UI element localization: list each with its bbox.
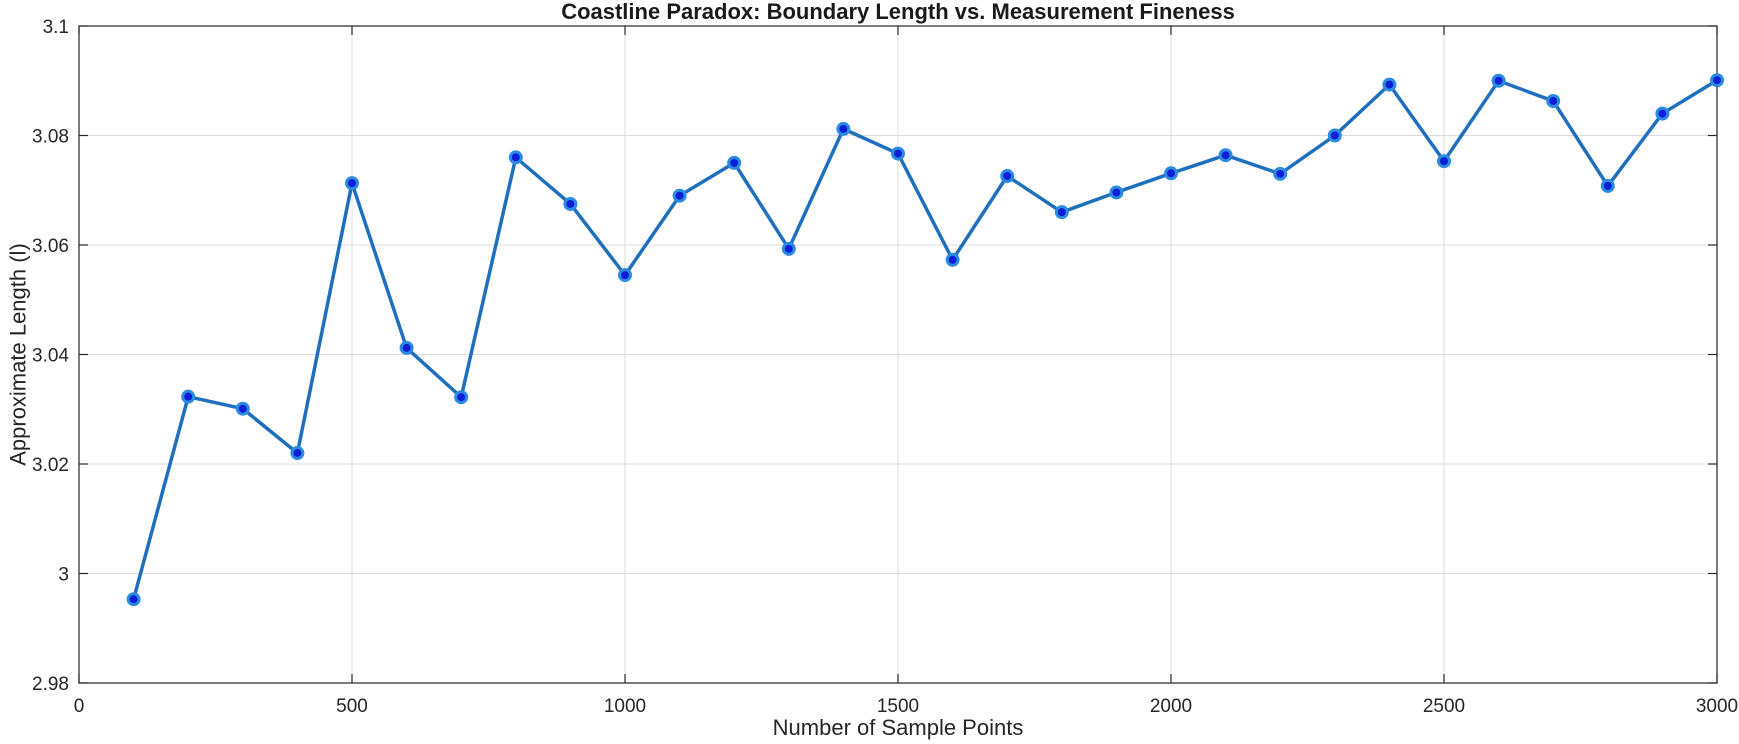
- x-tick-label: 500: [336, 696, 368, 717]
- grid-lines: [79, 26, 1717, 683]
- data-point: [891, 146, 905, 161]
- x-tick-label: 0: [74, 696, 85, 717]
- data-point: [1327, 128, 1342, 143]
- data-point: [1437, 154, 1451, 169]
- x-tick-label: 1000: [604, 696, 646, 717]
- data-point: [454, 390, 469, 405]
- y-tick-label: 3.1: [43, 17, 69, 38]
- data-point: [399, 340, 414, 355]
- x-tick-labels: 0 500 1000 1500 2000 2500 3000: [74, 696, 1738, 717]
- data-point: [1491, 73, 1506, 88]
- data-point: [345, 176, 359, 191]
- chart-title: Coastline Paradox: Boundary Length vs. M…: [561, 0, 1235, 24]
- data-point: [781, 241, 796, 256]
- y-tick-label: 3.08: [32, 127, 69, 148]
- data-point: [235, 401, 250, 416]
- y-tick-label: 3: [58, 565, 69, 586]
- x-tick-label: 1500: [877, 696, 919, 717]
- data-point: [1000, 169, 1015, 184]
- data-point: [126, 592, 141, 607]
- y-tick-label: 3.02: [32, 455, 69, 476]
- data-point: [1600, 178, 1615, 193]
- data-point: [1054, 205, 1069, 220]
- data-point: [945, 252, 960, 267]
- data-point: [563, 196, 578, 211]
- data-point: [672, 188, 687, 203]
- data-point: [836, 121, 851, 136]
- y-axis-label: Approximate Length (l): [6, 243, 31, 466]
- y-tick-label: 2.98: [32, 674, 69, 695]
- data-point: [1655, 106, 1670, 121]
- data-point: [1273, 166, 1288, 181]
- data-point: [1109, 185, 1124, 200]
- axis-ticks: [78, 25, 1718, 684]
- x-axis-label: Number of Sample Points: [773, 715, 1024, 740]
- y-tick-label: 3.04: [32, 346, 69, 367]
- y-tick-labels: 2.98 3 3.02 3.04 3.06 3.08 3.1: [32, 17, 69, 695]
- data-point: [1710, 73, 1724, 88]
- data-point: [727, 155, 742, 170]
- data-point: [508, 150, 523, 165]
- data-point: [290, 446, 305, 461]
- series-layer: [126, 73, 1724, 607]
- x-tick-label: 3000: [1696, 696, 1738, 717]
- data-point: [181, 389, 196, 404]
- y-tick-label: 3.06: [32, 236, 69, 257]
- x-tick-label: 2500: [1423, 696, 1465, 717]
- series-line: [131, 78, 1718, 600]
- data-point: [1164, 166, 1178, 181]
- data-point: [618, 268, 632, 283]
- data-point: [1218, 148, 1233, 163]
- x-tick-label: 2000: [1150, 696, 1192, 717]
- data-point: [1546, 94, 1561, 109]
- data-point: [1382, 77, 1397, 92]
